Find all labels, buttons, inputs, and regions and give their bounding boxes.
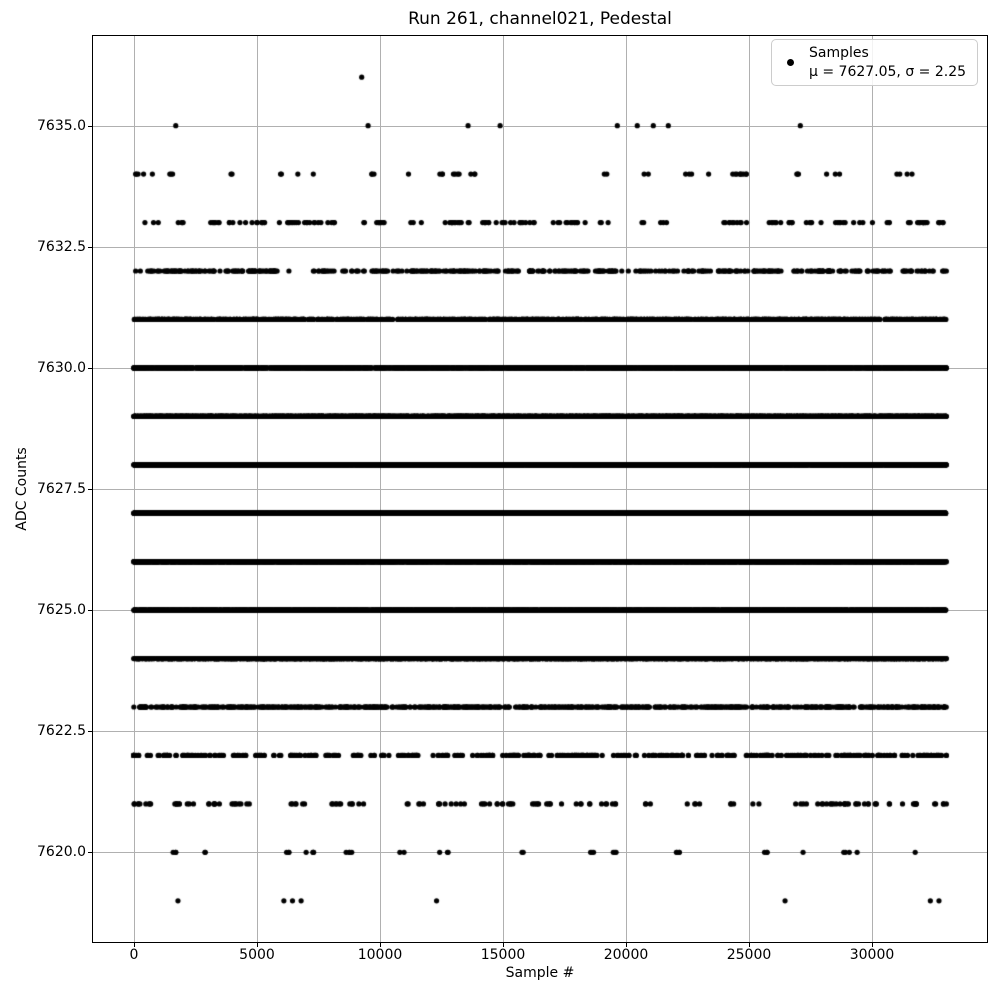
x-tick-label: 5000 [239, 947, 275, 963]
x-tick [134, 943, 135, 947]
y-tick [88, 247, 92, 248]
x-tick [503, 943, 504, 947]
y-tick-label: 7632.5 [37, 239, 86, 255]
x-tick-label: 30000 [849, 947, 895, 963]
x-axis-label: Sample # [505, 965, 575, 981]
y-tick-label: 7635.0 [37, 118, 86, 134]
y-tick-label: 7630.0 [37, 360, 86, 376]
legend-marker-icon [787, 59, 794, 66]
y-tick-label: 7622.5 [37, 723, 86, 739]
legend-entry-label: Samples [809, 44, 869, 61]
chart-title: Run 261, channel021, Pedestal [408, 9, 672, 29]
y-tick [88, 368, 92, 369]
x-tick [380, 943, 381, 947]
legend: Samples μ = 7627.05, σ = 2.25 [771, 39, 978, 86]
legend-stats-label: μ = 7627.05, σ = 2.25 [809, 63, 967, 80]
y-tick [88, 489, 92, 490]
x-tick [626, 943, 627, 947]
x-tick-label: 25000 [726, 947, 772, 963]
y-axis-label: ADC Counts [14, 447, 30, 531]
y-tick-label: 7625.0 [37, 602, 86, 618]
legend-text: Samples μ = 7627.05, σ = 2.25 [809, 44, 966, 82]
x-tick [872, 943, 873, 947]
y-tick [88, 731, 92, 732]
x-tick [749, 943, 750, 947]
plot-area [93, 36, 987, 942]
x-tick-label: 0 [129, 947, 139, 963]
samples-scatter-canvas [93, 36, 987, 942]
y-tick [88, 852, 92, 853]
y-tick-label: 7620.0 [37, 844, 86, 860]
y-tick [88, 610, 92, 611]
x-tick-label: 15000 [480, 947, 526, 963]
x-tick [257, 943, 258, 947]
x-tick-label: 10000 [357, 947, 403, 963]
y-tick [88, 126, 92, 127]
x-tick-label: 20000 [603, 947, 649, 963]
